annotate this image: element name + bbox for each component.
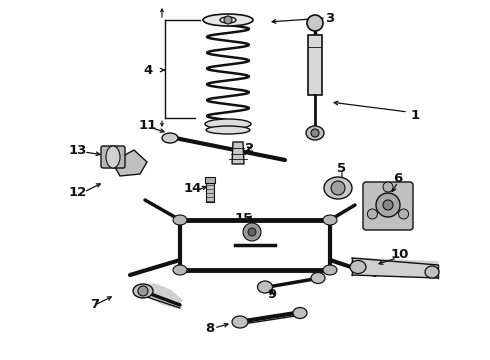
Ellipse shape: [206, 126, 250, 134]
Ellipse shape: [205, 119, 251, 129]
Text: 13: 13: [69, 144, 87, 157]
FancyBboxPatch shape: [101, 146, 125, 168]
Ellipse shape: [106, 146, 120, 168]
Ellipse shape: [173, 265, 187, 275]
Text: 11: 11: [139, 118, 157, 131]
Ellipse shape: [323, 265, 337, 275]
Circle shape: [383, 200, 393, 210]
Text: 3: 3: [325, 12, 335, 24]
Ellipse shape: [258, 281, 272, 293]
Polygon shape: [135, 284, 182, 308]
Ellipse shape: [425, 266, 439, 278]
Circle shape: [376, 193, 400, 217]
Ellipse shape: [133, 284, 153, 298]
Ellipse shape: [324, 177, 352, 199]
Text: 15: 15: [235, 212, 253, 225]
Polygon shape: [232, 142, 244, 164]
FancyBboxPatch shape: [363, 182, 413, 230]
Text: 12: 12: [69, 185, 87, 198]
Circle shape: [398, 209, 409, 219]
Bar: [205, 177, 215, 183]
Circle shape: [368, 209, 377, 219]
Circle shape: [383, 182, 393, 192]
Ellipse shape: [220, 17, 236, 23]
Circle shape: [243, 223, 261, 241]
Circle shape: [138, 286, 148, 296]
Text: 2: 2: [245, 141, 255, 154]
Ellipse shape: [162, 133, 178, 143]
Ellipse shape: [311, 273, 325, 284]
Text: 1: 1: [411, 108, 419, 122]
Circle shape: [248, 228, 256, 236]
Text: 8: 8: [205, 321, 215, 334]
Text: 14: 14: [184, 181, 202, 194]
Circle shape: [224, 16, 232, 24]
Text: 9: 9: [268, 288, 276, 302]
Bar: [206, 182, 214, 202]
Ellipse shape: [306, 126, 324, 140]
Ellipse shape: [293, 307, 307, 319]
Ellipse shape: [203, 14, 253, 26]
Text: 6: 6: [393, 171, 403, 185]
Text: 5: 5: [338, 162, 346, 175]
Polygon shape: [112, 150, 147, 176]
Text: 4: 4: [144, 63, 152, 77]
Ellipse shape: [173, 215, 187, 225]
Text: 10: 10: [391, 248, 409, 261]
Bar: [308, 35, 322, 95]
Circle shape: [307, 15, 323, 31]
Ellipse shape: [350, 261, 366, 274]
Ellipse shape: [232, 316, 248, 328]
Ellipse shape: [323, 215, 337, 225]
Polygon shape: [352, 258, 438, 278]
Circle shape: [311, 129, 319, 137]
Text: 7: 7: [91, 298, 99, 311]
Circle shape: [331, 181, 345, 195]
